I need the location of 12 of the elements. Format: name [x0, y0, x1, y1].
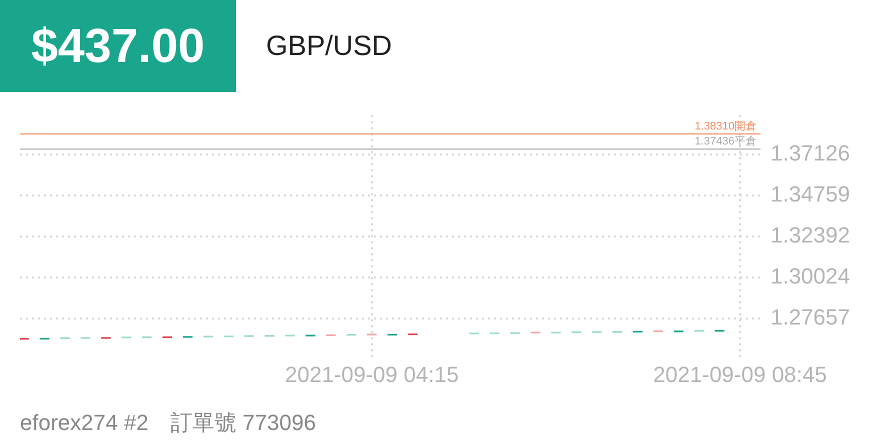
x-tick-label: 2021-09-09 04:15 [284, 362, 459, 387]
x-tick-label: 2021-09-09 08:45 [653, 362, 827, 387]
y-tick-label: 1.27657 [770, 304, 850, 330]
y-tick-label: 1.32392 [770, 222, 850, 248]
text: eforex274 #2 訂單號 773096 [20, 409, 316, 437]
y-tick-label: 1.37126 [770, 140, 850, 166]
chart-subtitle: $437.00 [0, 0, 236, 92]
ref-line-label: 1.37436平倉 [694, 136, 756, 148]
y-tick-label: 1.34759 [770, 182, 850, 207]
y-tick-label: 1.30024 [770, 264, 850, 289]
ref-line-label: 1.38310開倉 [694, 120, 756, 132]
chart-title: GBP/USD [266, 30, 392, 62]
